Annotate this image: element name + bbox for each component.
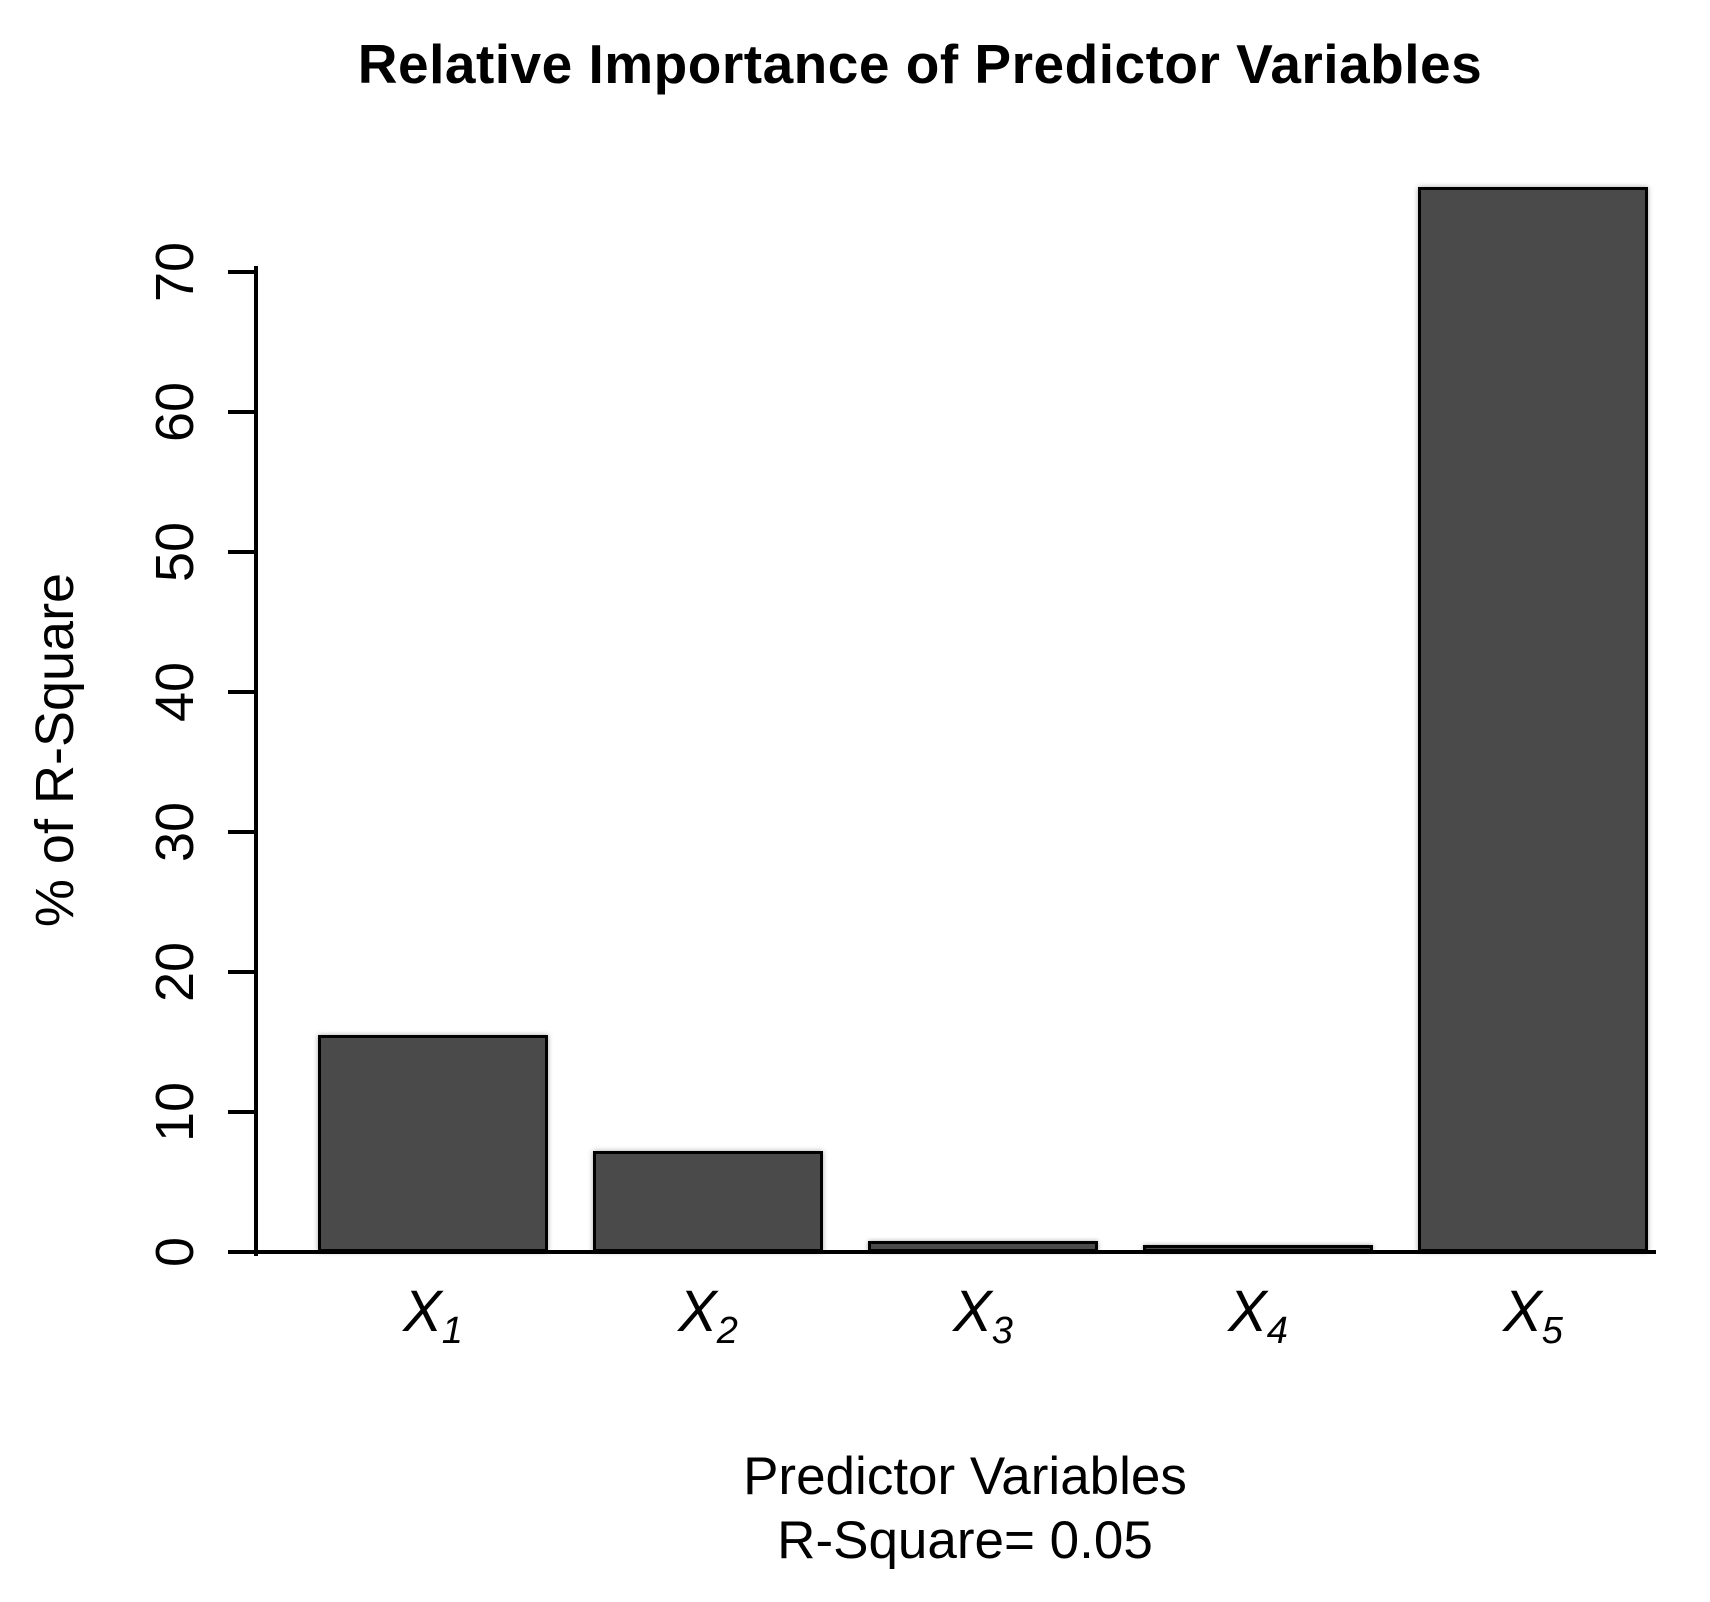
y-tick-label-60: 60 — [145, 381, 205, 443]
x-axis-label: Predictor Variables — [743, 1447, 1187, 1506]
r-square-note: R-Square= 0.05 — [777, 1511, 1153, 1570]
x-axis-baseline — [254, 1250, 1656, 1254]
x-tick-label-x2: X2 — [678, 1279, 738, 1352]
y-tick-label-70: 70 — [145, 241, 205, 303]
y-tick-mark-60 — [228, 410, 254, 414]
y-tick-label-10: 10 — [145, 1081, 205, 1143]
x-tick-label-x4: X4 — [1228, 1279, 1288, 1352]
bar-x1 — [318, 1035, 548, 1252]
y-tick-mark-30 — [228, 830, 254, 834]
y-tick-label-30: 30 — [145, 801, 205, 863]
x-tick-label-x5: X5 — [1503, 1279, 1563, 1352]
y-axis-line — [254, 266, 258, 1256]
y-tick-mark-50 — [228, 550, 254, 554]
y-tick-label-20: 20 — [145, 941, 205, 1003]
bar-x2 — [593, 1151, 823, 1252]
y-tick-label-50: 50 — [145, 521, 205, 583]
x-tick-label-x1: X1 — [403, 1279, 463, 1352]
bar-x5 — [1418, 187, 1648, 1252]
chart-title: Relative Importance of Predictor Variabl… — [357, 33, 1483, 95]
y-tick-mark-10 — [228, 1110, 254, 1114]
y-tick-mark-0 — [228, 1250, 254, 1254]
y-tick-mark-40 — [228, 690, 254, 694]
x-tick-label-x3: X3 — [953, 1279, 1013, 1352]
y-axis-label: % of R-Square — [25, 572, 85, 928]
bar-x4 — [1143, 1245, 1373, 1252]
y-tick-label-40: 40 — [145, 661, 205, 723]
y-tick-mark-70 — [228, 270, 254, 274]
y-tick-mark-20 — [228, 970, 254, 974]
y-tick-label-0: 0 — [145, 1236, 205, 1268]
bar-x3 — [868, 1241, 1098, 1252]
